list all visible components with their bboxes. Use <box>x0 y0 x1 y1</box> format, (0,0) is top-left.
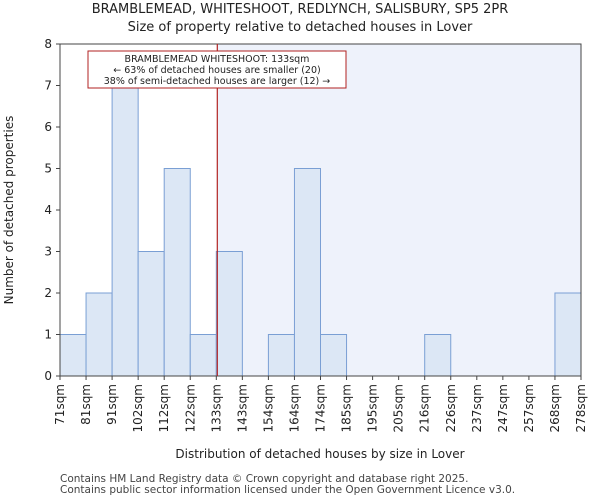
x-tick-label-102sqm: 102sqm <box>131 384 145 432</box>
y-tick-label-6: 6 <box>44 120 52 134</box>
x-tick-label-195sqm: 195sqm <box>366 384 380 432</box>
x-tick-label-185sqm: 185sqm <box>340 384 354 432</box>
footer-line-1: Contains HM Land Registry data © Crown c… <box>60 473 469 485</box>
x-tick-label-268sqm: 268sqm <box>548 384 562 432</box>
x-tick-label-164sqm: 164sqm <box>287 384 301 432</box>
annotation-larger: 38% of semi-detached houses are larger (… <box>104 76 331 87</box>
chart-title: BRAMBLEMEAD, WHITESHOOT, REDLYNCH, SALIS… <box>91 2 509 17</box>
x-tick-label-112sqm: 112sqm <box>157 384 171 432</box>
y-tick-label-7: 7 <box>44 79 52 93</box>
y-axis-label: Number of detached properties <box>2 116 16 305</box>
x-tick-label-71sqm: 71sqm <box>53 384 67 425</box>
bar-174sqm <box>320 334 348 377</box>
bar-216sqm <box>424 334 452 377</box>
y-tick-label-4: 4 <box>44 203 52 217</box>
x-tick-label-154sqm: 154sqm <box>261 384 275 432</box>
x-tick-label-237sqm: 237sqm <box>470 384 484 432</box>
y-tick-label-2: 2 <box>44 286 52 300</box>
y-tick-label-0: 0 <box>44 369 52 383</box>
bar-122sqm <box>189 334 217 377</box>
annotation-label: BRAMBLEMEAD WHITESHOOT: 133sqm <box>125 54 310 65</box>
bar-102sqm <box>137 251 165 377</box>
bar-133sqm <box>215 251 243 377</box>
right-shade <box>217 44 582 376</box>
x-tick-label-247sqm: 247sqm <box>496 384 510 432</box>
bar-112sqm <box>163 168 191 377</box>
y-tick-label-3: 3 <box>44 245 52 259</box>
x-tick-label-122sqm: 122sqm <box>183 384 197 432</box>
bar-268sqm <box>554 292 582 377</box>
annotation-smaller: ← 63% of detached houses are smaller (20… <box>113 65 320 76</box>
bar-154sqm <box>267 334 295 377</box>
x-tick-label-91sqm: 91sqm <box>105 384 119 425</box>
y-tick-label-1: 1 <box>44 328 52 342</box>
x-tick-label-226sqm: 226sqm <box>444 384 458 432</box>
bar-164sqm <box>293 168 322 377</box>
x-axis-label: Distribution of detached houses by size … <box>175 447 464 461</box>
x-tick-label-205sqm: 205sqm <box>392 384 406 432</box>
chart-subtitle: Size of property relative to detached ho… <box>127 20 473 35</box>
annotation-box <box>87 50 347 89</box>
x-tick-label-278sqm: 278sqm <box>574 384 588 432</box>
bar-71sqm <box>59 334 87 377</box>
x-tick-label-81sqm: 81sqm <box>79 384 93 425</box>
bar-91sqm <box>111 85 139 377</box>
x-tick-label-216sqm: 216sqm <box>418 384 432 432</box>
x-tick-label-143sqm: 143sqm <box>235 384 249 432</box>
y-tick-label-8: 8 <box>44 37 52 51</box>
y-tick-label-5: 5 <box>44 162 52 176</box>
x-tick-label-257sqm: 257sqm <box>522 384 536 432</box>
x-tick-label-174sqm: 174sqm <box>314 384 328 432</box>
x-tick-label-133sqm: 133sqm <box>209 384 223 432</box>
bar-81sqm <box>85 292 113 377</box>
footer-line-2: Contains public sector information licen… <box>60 484 516 496</box>
